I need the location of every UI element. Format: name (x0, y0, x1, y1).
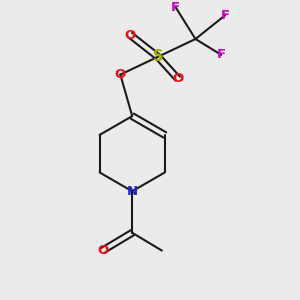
Text: F: F (220, 9, 230, 22)
Text: O: O (115, 68, 126, 81)
Text: S: S (153, 49, 163, 64)
Text: O: O (97, 244, 108, 257)
Text: N: N (127, 185, 138, 198)
Text: F: F (217, 48, 226, 61)
Text: F: F (171, 1, 180, 14)
Text: O: O (172, 72, 183, 85)
Text: O: O (124, 28, 136, 42)
